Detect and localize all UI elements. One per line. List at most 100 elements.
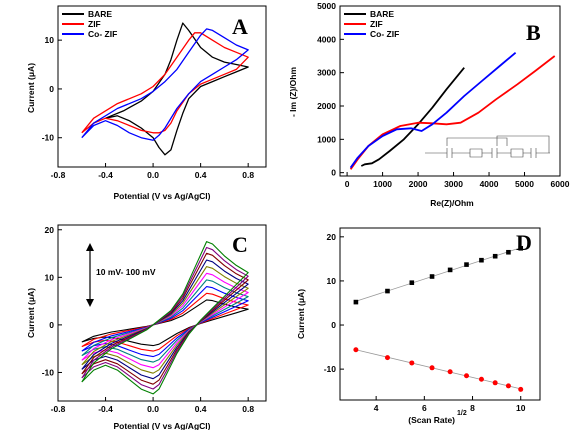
panel-a-ylabel: Current (μA) bbox=[26, 63, 36, 113]
panel-b-xtick-label: 5000 bbox=[515, 179, 534, 189]
panel-d-cathodic-point bbox=[492, 380, 498, 386]
panel-a-xtick-label: 0.4 bbox=[195, 170, 207, 180]
panel-b-series-zif-line bbox=[349, 55, 556, 170]
panel-b-legend-label: BARE bbox=[370, 9, 394, 19]
circuit-elements bbox=[425, 148, 550, 158]
panel-d-anodic-point bbox=[385, 288, 390, 294]
panel-d-series bbox=[353, 245, 524, 392]
panel-b-ticks: 0 1000 2000 3000 4000 5000 6000 0 1000 2000 3000 40… bbox=[317, 1, 570, 189]
panel-d-ytick-label: 10 bbox=[327, 276, 337, 286]
panel-d-anodic-point bbox=[409, 280, 415, 285]
panel-a-xlabel: Potential (V vs Ag/AgCl) bbox=[114, 191, 211, 201]
panel-b-xtick-label: 0 bbox=[345, 179, 350, 189]
panel-b-xtick-label: 4000 bbox=[480, 179, 499, 189]
panel-c-xtick-label: 0.0 bbox=[147, 404, 159, 414]
panel-d-ytick-label: 20 bbox=[327, 232, 337, 242]
panel-a-legend-label: Co- ZIF bbox=[88, 29, 117, 39]
panel-d-anodic-point bbox=[506, 249, 511, 255]
panel-c-ytick-label: -10 bbox=[42, 367, 55, 377]
panel-a-ytick-label: 10 bbox=[45, 35, 55, 45]
panel-d-xtick-label: 6 bbox=[422, 403, 427, 413]
panel-d-cathodic-point bbox=[478, 376, 484, 382]
panel-a-ytick-label: -10 bbox=[42, 133, 55, 143]
panel-c-scan-10-line bbox=[81, 241, 249, 395]
panel-b-ytick-label: 0 bbox=[331, 168, 336, 178]
panel-d-plot-frame bbox=[339, 227, 541, 401]
panel-b-ylabel: - Im (Z)/Ohm bbox=[288, 67, 298, 117]
panel-d-ticks: 4 6 8 10 -10 0 10 20 bbox=[324, 232, 526, 413]
panel-c-xtick-label: 0.8 bbox=[242, 404, 254, 414]
panel-a-xtick-label: 0.8 bbox=[242, 170, 254, 180]
panel-a-series-zif-line bbox=[81, 32, 249, 134]
panel-d: 4 6 8 10 -10 0 10 20 D (Scan Rate) 1/2 Current … bbox=[296, 227, 541, 425]
panel-c-ytick-label: 10 bbox=[45, 272, 55, 282]
panel-b-xlabel: Re(Z)/Ohm bbox=[430, 198, 474, 208]
scan-rate-arrow bbox=[86, 243, 94, 307]
panel-d-cathodic-point bbox=[505, 383, 511, 389]
panel-a-plot-frame bbox=[57, 5, 267, 168]
panel-a-legend-label: BARE bbox=[88, 9, 112, 19]
panel-b-xtick-label: 3000 bbox=[444, 179, 463, 189]
scan-rate-annotation: 10 mV- 100 mV bbox=[96, 267, 156, 277]
panel-d-ytick-label: 0 bbox=[331, 320, 336, 330]
panel-b-letter: B bbox=[526, 20, 541, 45]
panel-a-series-bare-line bbox=[105, 22, 249, 156]
panel-d-cathodic-point bbox=[447, 369, 453, 375]
panel-b-ytick-label: 3000 bbox=[317, 68, 336, 78]
panel-b-series bbox=[349, 52, 556, 170]
panel-d-anodic-point bbox=[518, 245, 524, 251]
panel-d-anodic-point bbox=[479, 257, 484, 263]
panel-a-letter: A bbox=[232, 14, 248, 39]
panel-c-ytick-label: 20 bbox=[45, 225, 55, 235]
panel-d-cathodic-point bbox=[429, 365, 435, 371]
panel-d-cathodic-point bbox=[464, 373, 470, 379]
panel-b-ytick-label: 5000 bbox=[317, 1, 336, 11]
panel-d-anodic-point bbox=[429, 274, 435, 279]
panel-b-xtick-label: 1000 bbox=[373, 179, 392, 189]
panel-b-ytick-label: 4000 bbox=[317, 34, 336, 44]
panel-b-series-cozif-line bbox=[349, 52, 517, 169]
panel-c-xtick-label: 0.4 bbox=[195, 404, 207, 414]
panel-d-anodic-point bbox=[447, 267, 453, 273]
panel-b-legend-label: ZIF bbox=[370, 19, 383, 29]
panel-a-xtick-label: -0.4 bbox=[98, 170, 113, 180]
panel-a-series-cozif-line bbox=[81, 28, 249, 141]
panel-c-ytick-label: 0 bbox=[49, 320, 54, 330]
panel-c-ylabel: Current (μA) bbox=[26, 288, 36, 338]
panel-d-anodic-point bbox=[464, 262, 469, 267]
panel-a-ticks: -0.8 -0.4 0.0 0.4 0.8 -10 0 10 bbox=[42, 35, 255, 180]
panel-a-xtick-label: 0.0 bbox=[147, 170, 159, 180]
panel-d-xtick-label: 4 bbox=[374, 403, 379, 413]
panel-d-xtick-label: 10 bbox=[516, 403, 526, 413]
panel-b-xtick-label: 2000 bbox=[409, 179, 428, 189]
panel-b-ytick-label: 2000 bbox=[317, 101, 336, 111]
panel-d-xtick-label: 8 bbox=[470, 403, 475, 413]
panel-d-cathodic-point bbox=[409, 360, 415, 366]
panel-b-ytick-label: 1000 bbox=[317, 134, 336, 144]
panel-d-cathodic-point bbox=[518, 386, 524, 392]
panel-c-xtick-label: -0.4 bbox=[98, 404, 113, 414]
panel-a-ytick-label: 0 bbox=[49, 84, 54, 94]
panel-a-legend-label: ZIF bbox=[88, 19, 101, 29]
panel-a-series bbox=[81, 22, 249, 156]
panel-b-legend-label: Co- ZIF bbox=[370, 29, 399, 39]
panel-c-scan-1-line bbox=[81, 299, 249, 347]
panel-d-cathodic-point bbox=[384, 355, 390, 361]
panel-c-ticks: -0.8 -0.4 0.0 0.4 0.8 -10 0 10 20 bbox=[42, 225, 255, 414]
panel-d-ytick-label: -10 bbox=[324, 364, 337, 374]
panel-d-anodic-point bbox=[353, 299, 359, 305]
panel-c-letter: C bbox=[232, 232, 248, 257]
panel-d-cathodic-point bbox=[353, 347, 359, 353]
panel-d-xlabel: (Scan Rate) bbox=[408, 415, 455, 425]
panel-c-xtick-label: -0.8 bbox=[51, 404, 66, 414]
panel-d-anodic-point bbox=[492, 253, 498, 259]
circuit-bypass-lines bbox=[446, 135, 550, 153]
panel-a-xtick-label: -0.8 bbox=[51, 170, 66, 180]
panel-b-series-bare-line bbox=[360, 67, 465, 167]
panel-b-plot-frame bbox=[339, 5, 561, 177]
